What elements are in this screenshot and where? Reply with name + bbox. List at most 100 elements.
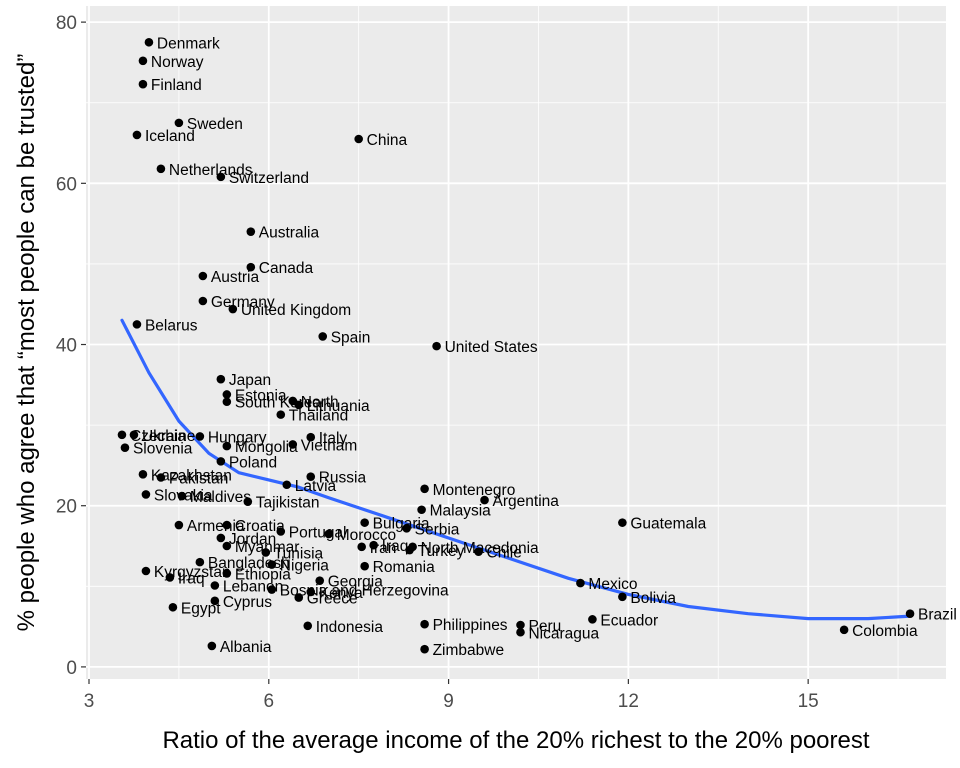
y-tick-label: 40: [56, 336, 77, 357]
point-label: Australia: [259, 225, 320, 242]
x-tick-labels: 3 6 9 12 15: [84, 691, 819, 712]
point-label: Tajikistan: [256, 495, 320, 512]
data-point: [354, 134, 363, 144]
point-label: Denmark: [157, 35, 220, 52]
point-label: Spain: [331, 329, 371, 346]
data-point: [618, 592, 627, 602]
x-tick-label: 15: [798, 691, 819, 712]
data-point: [144, 37, 154, 47]
data-point: [228, 304, 238, 314]
data-point: [216, 457, 226, 466]
point-label: Albania: [220, 639, 272, 656]
point-label: Thailand: [289, 408, 348, 425]
point-label: Serbia: [415, 521, 460, 538]
data-point: [261, 548, 271, 557]
data-point: [195, 432, 205, 441]
data-point: [222, 390, 232, 399]
point-label: Croatia: [235, 518, 285, 535]
data-point: [402, 523, 411, 533]
point-label: Norway: [151, 54, 204, 71]
point-label: Portugal: [289, 525, 347, 542]
point-label: Nicaragua: [528, 625, 599, 642]
data-point: [420, 619, 429, 629]
point-label: Mongolia: [235, 439, 298, 456]
point-label: Nigeria: [280, 558, 329, 575]
point-label: Japan: [229, 372, 271, 389]
point-label: Colombia: [852, 623, 918, 640]
data-point: [132, 130, 142, 140]
point-label: Poland: [229, 454, 277, 471]
point-label: Cyprus: [223, 594, 272, 611]
point-label: Iran: [370, 540, 397, 557]
data-point: [207, 641, 217, 651]
data-point: [210, 596, 220, 606]
point-label: Lebanon: [223, 579, 283, 596]
data-point: [357, 542, 366, 552]
data-point: [216, 172, 226, 182]
point-label: Egypt: [181, 600, 221, 617]
point-label: Jordan: [229, 531, 276, 548]
y-tick-label: 0: [66, 658, 77, 679]
data-point: [839, 625, 849, 635]
x-tick-label: 12: [618, 691, 639, 712]
data-point: [420, 644, 429, 654]
data-point: [138, 469, 148, 479]
point-label: United States: [445, 339, 538, 356]
x-tick-label: 3: [84, 691, 95, 712]
point-label: Philippines: [433, 617, 508, 634]
data-point: [588, 615, 597, 624]
point-label: Myanmar: [235, 539, 300, 556]
data-point: [141, 490, 151, 499]
data-point: [306, 587, 316, 597]
point-label: Sweden: [187, 116, 243, 133]
point-label: Bulgaria: [373, 516, 430, 533]
point-label: Switzerland: [229, 170, 309, 187]
axis-tick-marks: [81, 21, 809, 684]
data-point: [138, 56, 148, 66]
data-point: [318, 332, 328, 341]
point-label: Czechia: [130, 428, 186, 445]
point-label: Turkey: [418, 543, 465, 560]
data-point: [315, 576, 325, 585]
data-point: [138, 79, 148, 89]
data-point: [276, 527, 286, 536]
point-label: Ethiopia: [235, 566, 291, 583]
data-point: [516, 620, 525, 630]
y-tick-label: 20: [56, 497, 77, 518]
point-label: United Kingdom: [241, 302, 351, 319]
point-label: Indonesia: [316, 619, 384, 636]
x-tick-label: 6: [263, 691, 274, 712]
point-label: Hungary: [208, 429, 267, 446]
data-point: [177, 491, 187, 501]
data-point: [195, 557, 205, 567]
point-label: Greece: [307, 591, 358, 608]
x-tick-label: 9: [443, 691, 454, 712]
data-point: [324, 529, 334, 539]
data-point: [174, 118, 184, 128]
data-points: [117, 37, 915, 654]
point-label: China: [367, 132, 408, 149]
data-point: [174, 520, 184, 530]
minor-gridlines: [86, 6, 946, 679]
smooth-line-path: [120, 318, 912, 621]
point-label: Montenegro: [433, 482, 516, 499]
point-label: Slovakia: [154, 487, 213, 504]
data-point: [168, 602, 178, 612]
point-label: Georgia: [328, 574, 384, 591]
smooth-trend-line: [120, 318, 912, 621]
point-label: Bangladesh: [208, 555, 290, 572]
data-point: [141, 566, 151, 576]
point-label: South Korea: [235, 395, 322, 412]
data-point: [276, 410, 286, 419]
y-tick-label: 60: [56, 174, 77, 195]
data-point: [294, 400, 304, 410]
data-point: [303, 621, 313, 631]
data-point: [294, 593, 304, 602]
point-label: Tunisia: [274, 545, 324, 562]
point-label: Germany: [211, 294, 275, 311]
data-point: [306, 432, 316, 442]
y-tick-label: 80: [56, 13, 77, 34]
data-point: [165, 573, 175, 582]
